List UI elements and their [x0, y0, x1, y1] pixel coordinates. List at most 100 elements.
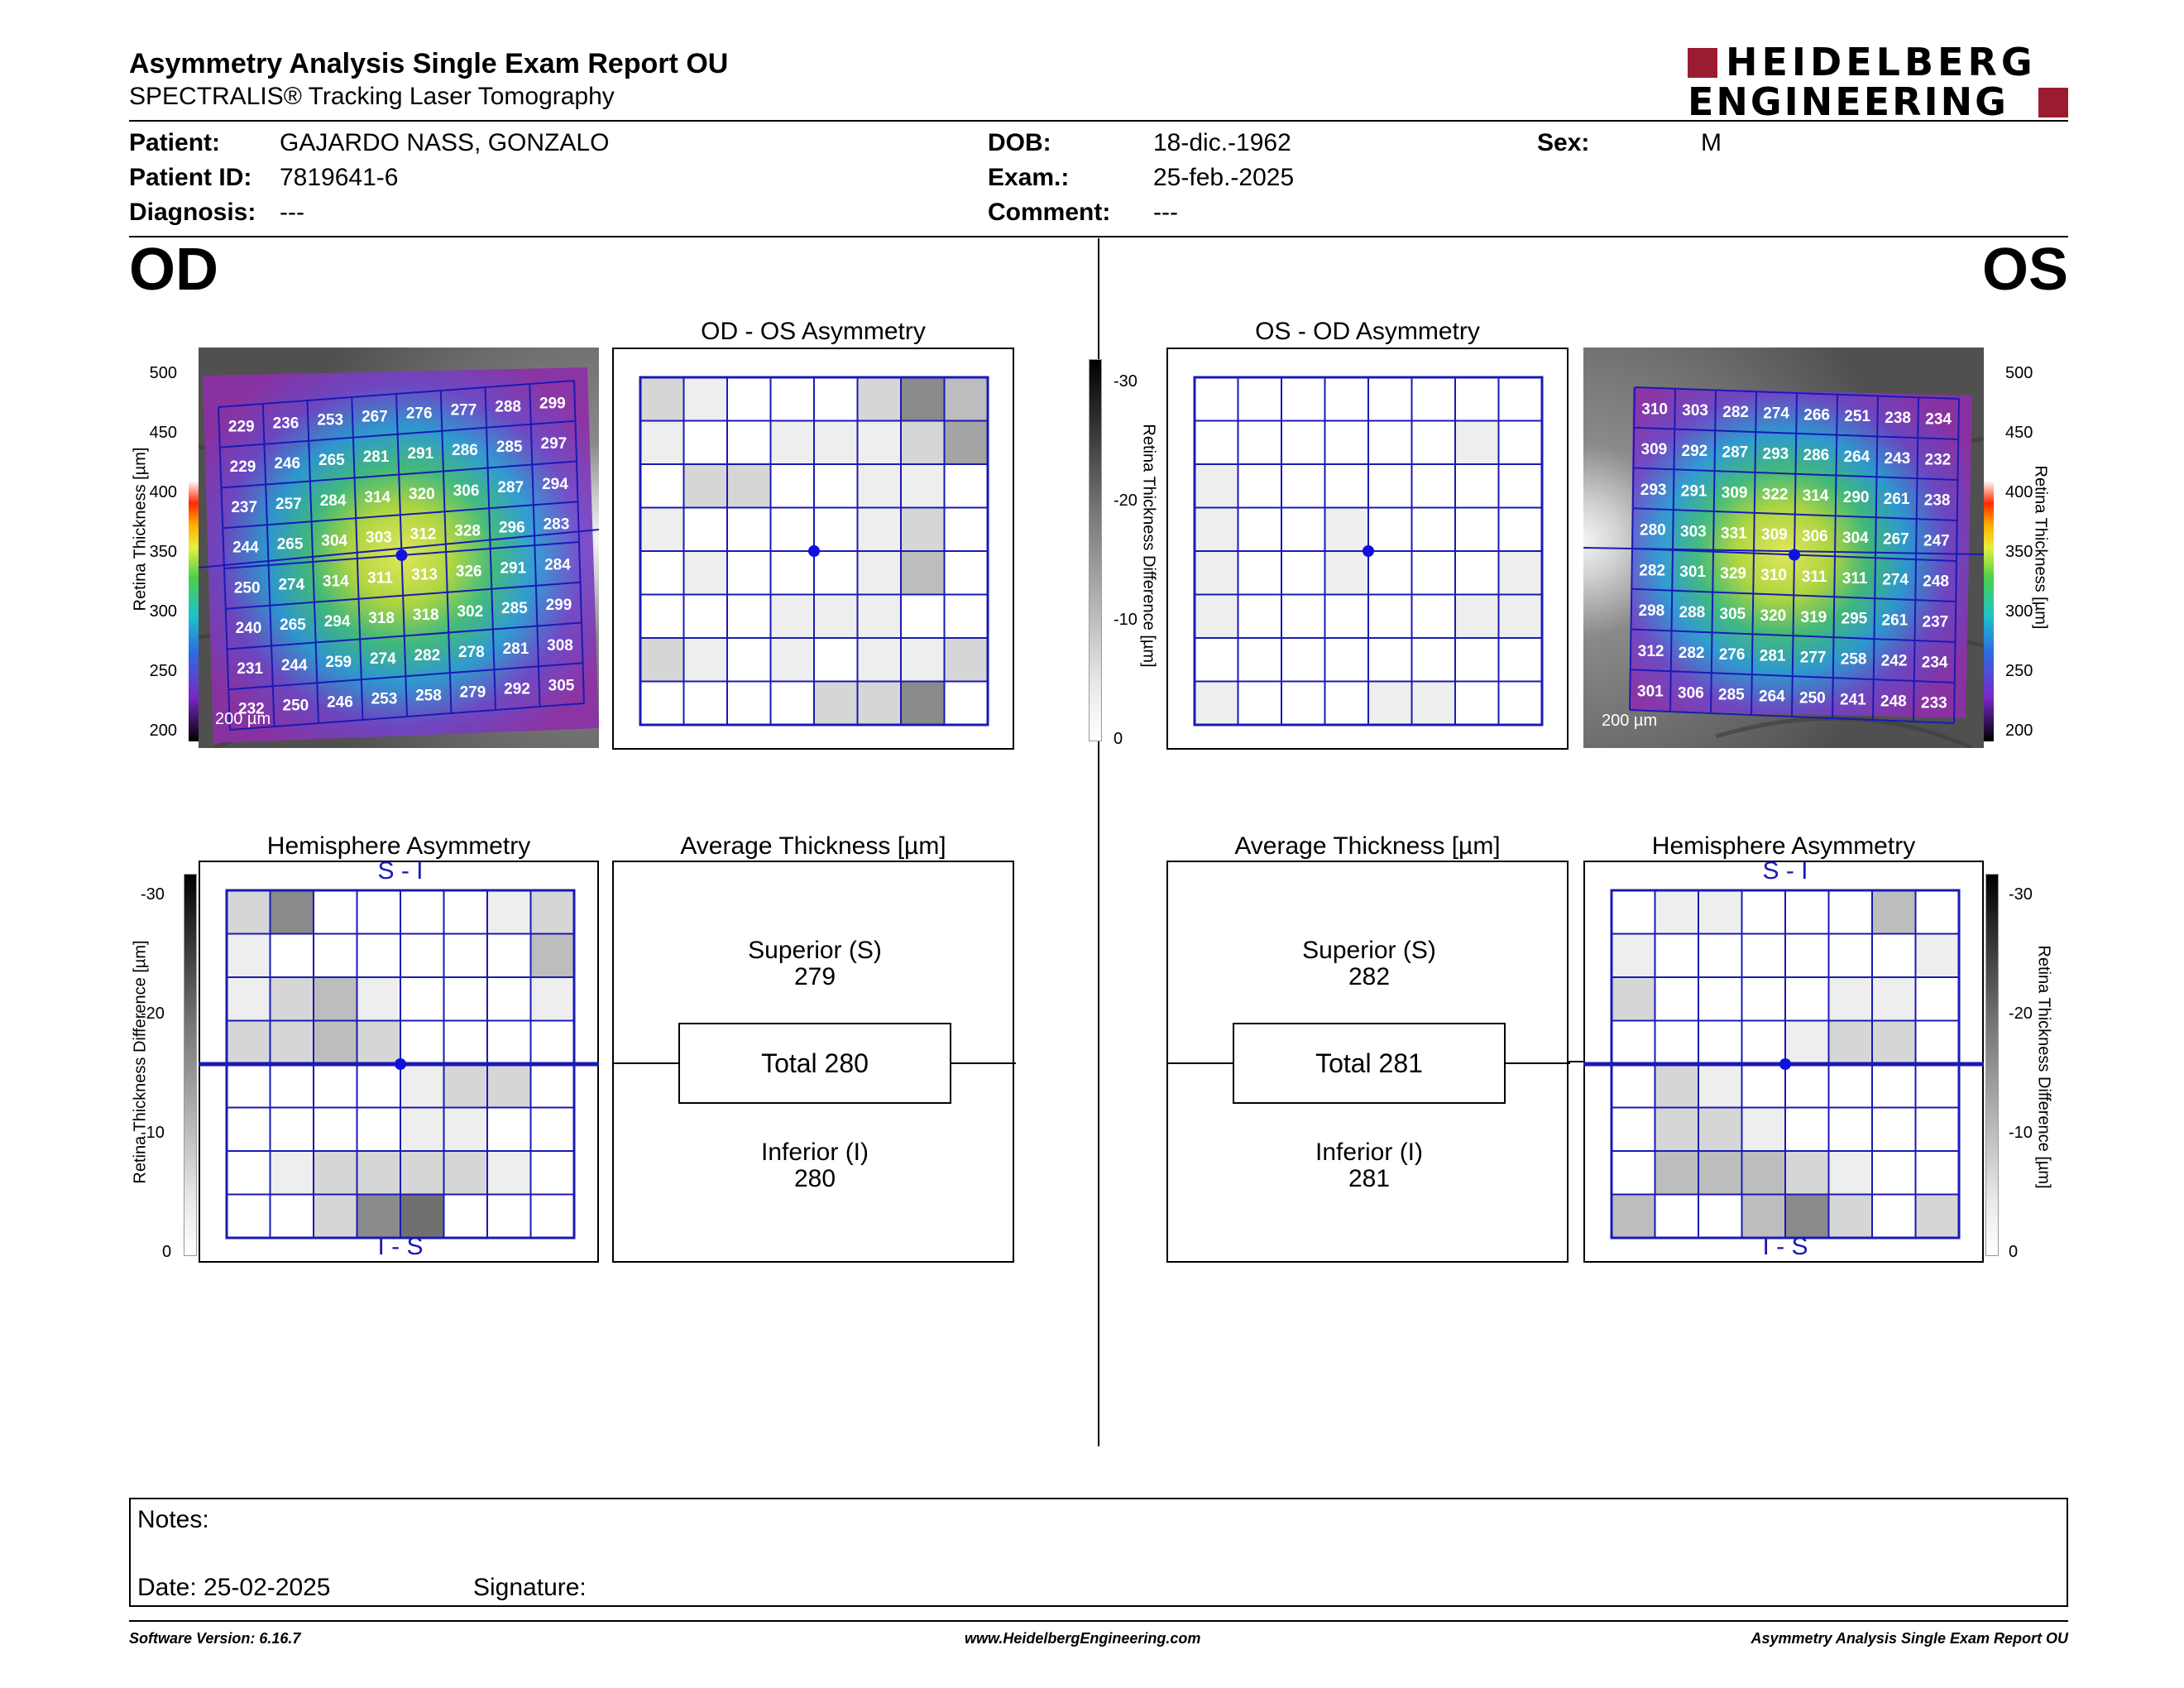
grid-cell — [1194, 680, 1239, 726]
grid-cell — [1741, 1193, 1786, 1239]
grid-cell — [639, 463, 685, 509]
grid-cell — [1827, 933, 1873, 978]
logo-square-bottom — [2038, 88, 2068, 117]
grid-cell — [1497, 637, 1543, 683]
thickness-value: 246 — [274, 455, 300, 472]
grid-cell — [1454, 420, 1500, 465]
grid-line — [1953, 398, 1960, 724]
thickness-value: 238 — [1924, 492, 1951, 510]
thickness-value: 294 — [542, 476, 568, 493]
grid-cell — [769, 637, 815, 683]
grid-cell — [529, 1193, 575, 1239]
grid-cell — [226, 1019, 271, 1065]
grid-cell — [726, 637, 772, 683]
grid-cell — [400, 1193, 445, 1239]
grid-cell — [356, 1193, 401, 1239]
thickness-value: 238 — [1885, 410, 1911, 427]
thickness-value: 305 — [548, 678, 575, 695]
comment-label: Comment: — [988, 199, 1111, 226]
grid-cell — [486, 1063, 532, 1109]
thickness-value: 264 — [1844, 448, 1870, 466]
grid-cell — [1914, 1106, 1960, 1152]
grid-cell — [1741, 976, 1786, 1022]
tick: -10 — [141, 1124, 165, 1142]
thickness-value: 320 — [1760, 607, 1787, 625]
thickness-value: 267 — [1883, 531, 1909, 549]
footer-report-name: Asymmetry Analysis Single Exam Report OU — [1751, 1630, 2068, 1647]
grid-cell — [1698, 976, 1743, 1022]
grid-cell — [856, 593, 902, 639]
grid-cell — [1741, 1150, 1786, 1196]
grid-cell — [1654, 1150, 1699, 1196]
notes-date: Date: 25-02-2025 — [137, 1574, 331, 1601]
grid-cell — [529, 1106, 575, 1152]
od-hemi-top-label: S - I — [377, 857, 424, 885]
grid-cell — [1827, 1150, 1873, 1196]
grid-cell — [682, 463, 728, 509]
thickness-value: 312 — [410, 526, 437, 544]
grid-line — [1630, 669, 1955, 683]
thickness-value: 279 — [460, 684, 486, 702]
grid-cell — [900, 680, 946, 726]
od-eye-label: OD — [129, 237, 218, 303]
grid-cell — [1324, 420, 1369, 465]
thickness-value: 311 — [1802, 568, 1827, 586]
thickness-value: 309 — [1722, 484, 1748, 501]
grid-cell — [443, 890, 488, 935]
grid-cell — [682, 680, 728, 726]
grid-cell — [769, 593, 815, 639]
thickness-value: 291 — [1681, 483, 1707, 501]
grid-cell — [1324, 593, 1369, 639]
thickness-value: 287 — [497, 479, 524, 496]
tick: 450 — [149, 424, 177, 442]
thickness-value: 281 — [503, 640, 529, 658]
grid-cell — [269, 976, 314, 1022]
grid-cell — [1611, 976, 1656, 1022]
thickness-value: 246 — [327, 694, 353, 712]
thickness-value: 259 — [325, 654, 352, 671]
thickness-value: 296 — [499, 520, 525, 537]
grid-cell — [1324, 376, 1369, 422]
thickness-value: 310 — [1641, 400, 1668, 418]
os-thickness-ticks: 500 450 400 350 300 250 200 — [2005, 364, 2055, 753]
grid-cell — [1914, 1150, 1960, 1196]
thickness-value: 290 — [1843, 489, 1870, 506]
os-scale-bar-label: 200 µm — [1602, 712, 1658, 730]
grid-cell — [1237, 463, 1282, 509]
os-inferior-label: Inferior (I) — [1315, 1139, 1424, 1166]
grid-cell — [269, 1193, 314, 1239]
grid-cell — [443, 933, 488, 978]
od-hemisphere-title: Hemisphere Asymmetry — [266, 832, 531, 860]
od-thickness-map: 229 236 253 267 276 277 288 299 229 246 265 281 291 2… — [199, 348, 599, 748]
thickness-value: 237 — [231, 499, 257, 516]
od-average-panel: Superior (S) 279 Total 280 Inferior (I) … — [612, 861, 1016, 1263]
grid-cell — [356, 933, 401, 978]
thickness-value: 250 — [1799, 690, 1826, 707]
grid-cell — [726, 463, 772, 509]
grid-line — [573, 380, 585, 704]
grid-cell — [313, 1193, 358, 1239]
thickness-value: 286 — [1803, 447, 1830, 464]
grid-cell — [226, 1193, 271, 1239]
thickness-value: 232 — [238, 701, 265, 718]
thickness-value: 301 — [1679, 563, 1706, 581]
grid-cell — [443, 976, 488, 1022]
od-thickness-axis-label: Retina Thickness [µm] — [131, 447, 150, 611]
grid-cell — [313, 976, 358, 1022]
grid-cell — [1281, 420, 1326, 465]
grid-line — [1631, 587, 1956, 602]
grid-line — [1629, 709, 1955, 724]
tick: 0 — [1114, 730, 1123, 748]
grid-cell — [769, 463, 815, 509]
grid-cell — [813, 463, 859, 509]
website-link[interactable]: www.HeidelbergEngineering.com — [965, 1630, 1201, 1647]
tick: -20 — [141, 1005, 165, 1023]
grid-cell — [269, 1063, 314, 1109]
grid-cell — [1871, 1063, 1917, 1109]
thickness-value: 265 — [318, 452, 345, 469]
grid-cell — [1611, 1106, 1656, 1152]
grid-cell — [529, 890, 575, 935]
thickness-value: 232 — [1925, 452, 1952, 469]
grid-cell — [856, 506, 902, 552]
fovea-marker — [395, 549, 408, 561]
